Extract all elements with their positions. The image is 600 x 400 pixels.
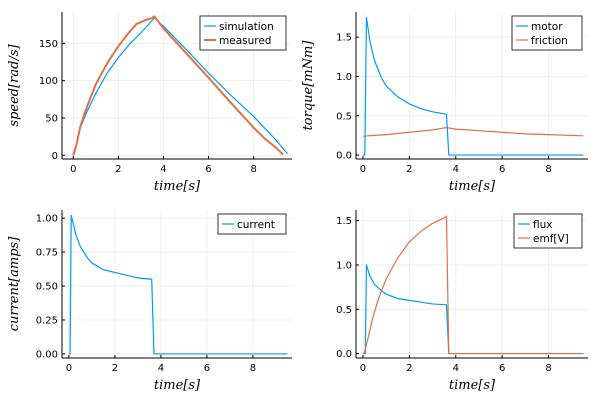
subplot-4: 0 2 4 6 8 0.0 0.5 1.0 1.5 time[s] flux emf[V] bbox=[336, 210, 588, 393]
legend-label-simulation: simulation bbox=[219, 21, 274, 33]
x-tick-label: 4 bbox=[453, 363, 459, 374]
legend: motor friction bbox=[511, 15, 583, 51]
y-tick-label: 100 bbox=[39, 76, 58, 87]
y-tick-label: 0.5 bbox=[336, 111, 352, 122]
x-tick-label: 0 bbox=[360, 164, 366, 175]
x-tick-label: 0 bbox=[66, 363, 72, 374]
x-tick-label: 4 bbox=[160, 164, 166, 175]
subplot-2: 0 2 4 6 8 0.0 0.5 1.0 1.5 time[s] torque[mNm] motor… bbox=[301, 12, 588, 194]
legend-label-emf[V]: emf[V] bbox=[533, 233, 569, 245]
y-tick-label: 1.5 bbox=[336, 33, 352, 44]
y-tick-label: 0.0 bbox=[336, 151, 352, 162]
series-line-friction bbox=[362, 126, 584, 137]
x-tick-label: 2 bbox=[406, 363, 412, 374]
x-tick-label: 2 bbox=[406, 164, 412, 175]
series-line-simulation bbox=[72, 17, 288, 156]
x-tick-label: 0 bbox=[360, 363, 366, 374]
x-tick-label: 8 bbox=[250, 363, 256, 374]
x-tick-label: 2 bbox=[115, 164, 121, 175]
y-tick-label: 0.00 bbox=[36, 349, 58, 360]
subplot-1: 0 2 4 6 8 0 50 100 150 time[s] speed[rad/s] simulat… bbox=[7, 12, 292, 194]
y-tick-label: 1.0 bbox=[336, 260, 352, 271]
legend-label-measured: measured bbox=[219, 35, 271, 47]
y-tick-label: 0 bbox=[52, 151, 58, 162]
subplot-3: 0 2 4 6 8 0.00 0.25 0.50 0.75 1.00 time[s] current[… bbox=[7, 210, 292, 393]
y-tick-label: 0.5 bbox=[336, 305, 352, 316]
x-tick-label: 6 bbox=[205, 164, 211, 175]
legend-box bbox=[511, 15, 583, 51]
x-tick-label: 8 bbox=[545, 164, 551, 175]
legend: simulation measured bbox=[199, 15, 287, 51]
legend-box bbox=[217, 213, 287, 235]
x-tick-label: 0 bbox=[70, 164, 76, 175]
y-tick-label: 1.00 bbox=[36, 214, 58, 225]
y-tick-label: 0.75 bbox=[36, 248, 58, 259]
series-line-current bbox=[68, 214, 288, 355]
series-line-motor bbox=[362, 16, 584, 156]
legend-label-current: current bbox=[237, 219, 275, 231]
x-axis-label: time[s] bbox=[449, 179, 496, 194]
y-axis-label: current[amps] bbox=[7, 236, 22, 332]
y-tick-label: 1.0 bbox=[336, 72, 352, 83]
series-line-measured bbox=[72, 15, 284, 156]
y-tick-label: 0.25 bbox=[36, 315, 58, 326]
y-axis-label: speed[rad/s] bbox=[7, 43, 22, 126]
series-line-flux bbox=[362, 264, 584, 355]
y-axis-label: torque[mNm] bbox=[301, 40, 316, 131]
legend: current bbox=[217, 213, 287, 235]
x-axis-label: time[s] bbox=[154, 378, 201, 393]
x-tick-label: 2 bbox=[112, 363, 118, 374]
y-tick-label: 150 bbox=[39, 39, 58, 50]
x-axis-label: time[s] bbox=[154, 179, 201, 194]
x-axis-label: time[s] bbox=[449, 378, 496, 393]
y-tick-label: 0.50 bbox=[36, 282, 58, 293]
x-tick-label: 6 bbox=[499, 164, 505, 175]
legend-box bbox=[199, 15, 287, 51]
legend-label-friction: friction bbox=[531, 35, 568, 47]
series-line-emf[V] bbox=[362, 215, 584, 355]
x-tick-label: 6 bbox=[204, 363, 210, 374]
legend: flux emf[V] bbox=[513, 213, 583, 249]
legend-label-flux: flux bbox=[533, 219, 552, 231]
y-tick-label: 1.5 bbox=[336, 216, 352, 227]
x-tick-label: 8 bbox=[545, 363, 551, 374]
x-tick-label: 8 bbox=[250, 164, 256, 175]
x-tick-label: 4 bbox=[453, 164, 459, 175]
x-tick-label: 6 bbox=[499, 363, 505, 374]
legend-box bbox=[513, 213, 583, 249]
legend-label-motor: motor bbox=[531, 21, 563, 33]
x-tick-label: 4 bbox=[158, 363, 164, 374]
y-tick-label: 0.0 bbox=[336, 349, 352, 360]
y-tick-label: 50 bbox=[45, 113, 58, 124]
